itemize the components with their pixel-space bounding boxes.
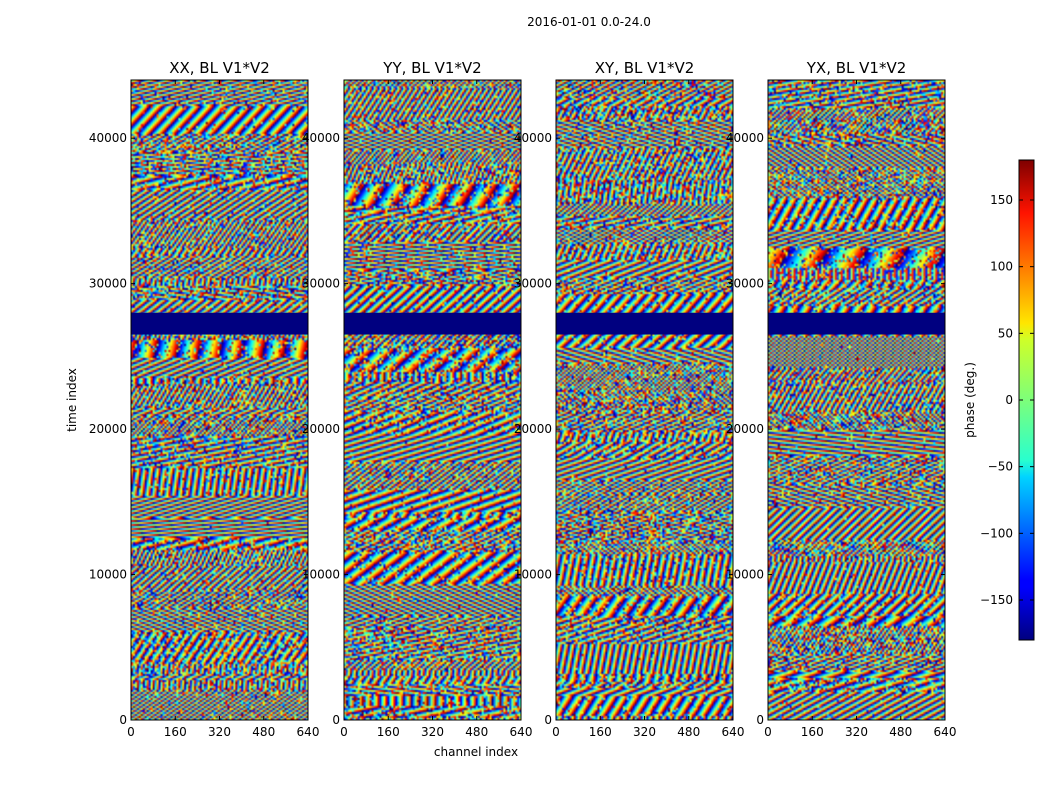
x-tick-label: 0 (552, 725, 560, 739)
x-tick-label: 0 (127, 725, 135, 739)
x-tick-label: 160 (801, 725, 824, 739)
colorbar-ticks: −150 −100 −50 0 50 100 150 (980, 193, 1034, 607)
y-tick-label: 10000 (302, 568, 340, 582)
colorbar-tick-label: −50 (988, 460, 1013, 474)
x-tick-label: 160 (589, 725, 612, 739)
y-tick-label: 0 (756, 713, 764, 727)
y-tick-label: 40000 (726, 131, 764, 145)
colorbar-label: phase (deg.) (963, 362, 977, 438)
colorbar-tick-label: 50 (998, 326, 1013, 340)
panel-heatmap (131, 80, 308, 720)
y-tick-label: 20000 (302, 422, 340, 436)
y-tick-label: 10000 (726, 568, 764, 582)
panels: XX, BL V1*V2 0 160 320 480 640 0 10000 20000 3000… (89, 59, 957, 739)
flagged-band (556, 312, 733, 335)
flagged-band (344, 312, 521, 335)
x-tick-label: 640 (297, 725, 320, 739)
x-tick-label: 320 (845, 725, 868, 739)
y-tick-label: 40000 (302, 131, 340, 145)
panel-title: YY, BL V1*V2 (382, 59, 481, 77)
flagged-band (131, 312, 308, 335)
panel-title: XX, BL V1*V2 (169, 59, 270, 77)
y-tick-label: 30000 (514, 277, 552, 291)
y-tick-label: 0 (119, 713, 127, 727)
y-tick-label: 30000 (726, 277, 764, 291)
panel-3: YX, BL V1*V2 0 160 320 480 640 0 10000 20000 3000… (726, 59, 957, 739)
x-tick-label: 480 (677, 725, 700, 739)
x-tick-label: 0 (764, 725, 772, 739)
y-tick-label: 30000 (89, 277, 127, 291)
y-tick-label: 20000 (726, 422, 764, 436)
x-tick-label: 160 (377, 725, 400, 739)
panel-2: XY, BL V1*V2 0 160 320 480 640 0 10000 20000 3000… (514, 59, 745, 739)
y-tick-label: 0 (332, 713, 340, 727)
flagged-band (768, 312, 945, 335)
x-tick-label: 480 (465, 725, 488, 739)
panel-heatmap (556, 80, 733, 720)
y-tick-label: 20000 (89, 422, 127, 436)
x-tick-label: 320 (208, 725, 231, 739)
y-tick-label: 20000 (514, 422, 552, 436)
x-axis-label: channel index (434, 745, 518, 759)
panel-title: YX, BL V1*V2 (806, 59, 907, 77)
x-tick-label: 640 (510, 725, 533, 739)
x-tick-label: 0 (340, 725, 348, 739)
panel-1: YY, BL V1*V2 0 160 320 480 640 0 10000 20000 3000… (302, 59, 533, 739)
figure-suptitle: 2016-01-01 0.0-24.0 (527, 15, 651, 29)
y-tick-label: 30000 (302, 277, 340, 291)
y-tick-label: 0 (544, 713, 552, 727)
x-tick-label: 640 (722, 725, 745, 739)
panel-title: XY, BL V1*V2 (595, 59, 695, 77)
y-tick-label: 10000 (514, 568, 552, 582)
panel-0: XX, BL V1*V2 0 160 320 480 640 0 10000 20000 3000… (89, 59, 320, 739)
colorbar: −150 −100 −50 0 50 100 150 phase (deg.) (963, 159, 1035, 641)
y-tick-label: 10000 (89, 568, 127, 582)
y-tick-label: 40000 (89, 131, 127, 145)
x-tick-label: 480 (252, 725, 275, 739)
x-tick-label: 480 (889, 725, 912, 739)
x-tick-label: 160 (164, 725, 187, 739)
x-tick-label: 320 (633, 725, 656, 739)
panel-heatmap (768, 80, 945, 720)
colorbar-tick-label: 100 (990, 260, 1013, 274)
colorbar-tick-label: 150 (990, 193, 1013, 207)
colorbar-tick-label: −150 (980, 593, 1013, 607)
colorbar-tick-label: −100 (980, 526, 1013, 540)
x-tick-label: 320 (421, 725, 444, 739)
y-axis-label: time index (65, 368, 79, 432)
colorbar-tick-label: 0 (1005, 393, 1013, 407)
panel-heatmap (344, 80, 521, 720)
x-tick-label: 640 (934, 725, 957, 739)
y-tick-label: 40000 (514, 131, 552, 145)
